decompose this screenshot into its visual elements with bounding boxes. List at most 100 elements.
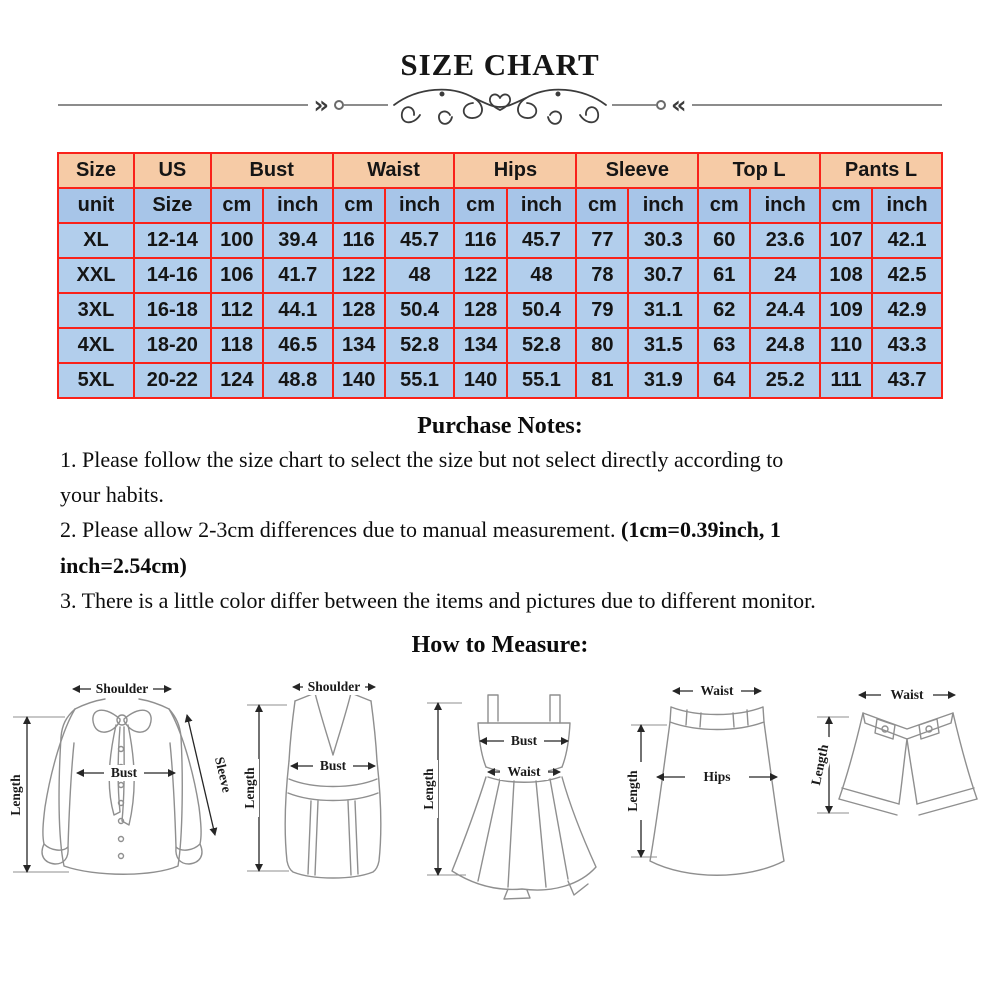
table-cell: 31.1 [627,292,700,330]
table-cell: 4XL [57,327,135,365]
table-cell: 45.7 [383,222,456,260]
table-cell: 50.4 [383,292,456,330]
table-cell: 108 [819,257,874,295]
divider-line [58,104,309,107]
length-label: Length [422,768,436,810]
bust-label: Bust [320,758,347,773]
table-cell: 24.4 [749,292,822,330]
table-cell: 42.9 [871,292,943,330]
how-to-measure-heading: How to Measure: [411,632,589,659]
size-row: 5XL 20-22 124 48.8 140 55.1 140 55.1 81 31.9 64 25.… [57,362,943,400]
table-cell: 44.1 [261,292,334,330]
table-cell: 41.7 [261,257,334,295]
table-cell: XL [57,222,135,260]
length-label: Length [242,767,257,809]
table-header-row: Size US Bust Waist Hips Sleeve Top L Pants L [57,152,943,190]
size-row: XXL 14-16 106 41.7 122 48 122 48 78 30.7 61 24 108 42… [57,257,943,295]
table-cell: 43.7 [871,362,943,400]
table-cell: 43.3 [871,327,943,365]
table-cell: 30.7 [627,257,700,295]
table-cell: 64 [697,362,752,400]
dress-measure-diagram: Length Bust Waist [421,694,597,900]
sleeve-label-group: Sleeve [208,748,236,802]
column-header: Top L [697,152,822,190]
unit-header: cm [209,187,264,225]
page-title: SIZE CHART [400,47,600,82]
table-cell: 24 [749,257,822,295]
table-cell: 78 [575,257,630,295]
table-cell: 5XL [57,362,135,400]
table-cell: 52.8 [505,327,578,365]
length-label-group: Length [421,760,438,819]
shoulder-label: Shoulder [96,681,149,696]
unit-header: inch [627,187,700,225]
table-cell: 31.5 [627,327,700,365]
unit-header: inch [261,187,334,225]
size-table-body: XL 12-14 100 39.4 116 45.7 116 45.7 77 30.3 60 23.6… [57,222,943,400]
table-cell: 134 [453,327,508,365]
skirt-sketch [649,706,785,876]
table-cell: 128 [453,292,508,330]
table-cell: 52.8 [383,327,456,365]
chevron-right-icon: » [313,91,329,120]
table-cell: 50.4 [505,292,578,330]
unit-header: inch [383,187,456,225]
table-cell: 48 [383,257,456,295]
unit-header: cm [575,187,630,225]
bust-label: Bust [510,733,537,748]
length-label-group: Length [626,762,642,821]
table-cell: 3XL [57,292,135,330]
bust-label: Bust [111,765,138,780]
table-cell: 39.4 [261,222,334,260]
unit-header: inch [871,187,943,225]
length-label-group: Length [242,759,260,818]
column-header: Pants L [819,152,943,190]
table-cell: 55.1 [383,362,456,400]
divider-ring-icon [656,100,666,111]
length-label-group: Length [8,766,25,825]
table-cell: 111 [819,362,874,400]
waist-label: Waist [507,764,541,779]
chevron-left-icon: « [671,91,687,120]
column-header: Waist [331,152,456,190]
unit-header: cm [331,187,386,225]
waist-label: Waist [890,687,924,702]
blouse-measure-diagram: Length Shoulder Bust Sleeve [8,681,236,875]
decorative-divider: » « [58,84,942,126]
table-unit-row: unit Size cm inch cm inch cm inch cm inch cm inch cm… [57,187,943,225]
table-cell: 116 [331,222,386,260]
table-cell: 42.5 [871,257,943,295]
blouse-sketch [41,698,203,875]
table-cell: 77 [575,222,630,260]
purchase-notes-heading: Purchase Notes: [417,413,583,440]
column-header: Hips [453,152,578,190]
note-text: 3. There is a little color differ betwee… [60,587,816,613]
table-cell: 20-22 [132,362,212,400]
table-cell: 16-18 [132,292,212,330]
column-header: Size [57,152,135,190]
table-cell: 61 [697,257,752,295]
table-cell: 24.8 [749,327,822,365]
dress-sketch [450,694,597,900]
divider-line [691,104,942,107]
unit-header: cm [819,187,874,225]
purchase-note-2: 2. Please allow 2-3cm differences due to… [60,512,986,582]
table-cell: 140 [331,362,386,400]
column-header: Bust [209,152,334,190]
table-cell: 80 [575,327,630,365]
waist-label: Waist [700,683,734,698]
unit-header: Size [132,187,212,225]
table-cell: 112 [209,292,264,330]
table-cell: 122 [453,257,508,295]
table-cell: 124 [209,362,264,400]
table-cell: 48.8 [261,362,334,400]
divider-ring-icon [334,100,344,111]
shoulder-label: Shoulder [308,679,361,694]
table-cell: 107 [819,222,874,260]
skirt-measure-diagram: Waist Hips Length [626,683,785,876]
size-row: 4XL 18-20 118 46.5 134 52.8 134 52.8 80 31.5 63 24.… [57,327,943,365]
unit-header: cm [697,187,752,225]
note-text: 1. Please follow the size chart to selec… [60,447,784,508]
